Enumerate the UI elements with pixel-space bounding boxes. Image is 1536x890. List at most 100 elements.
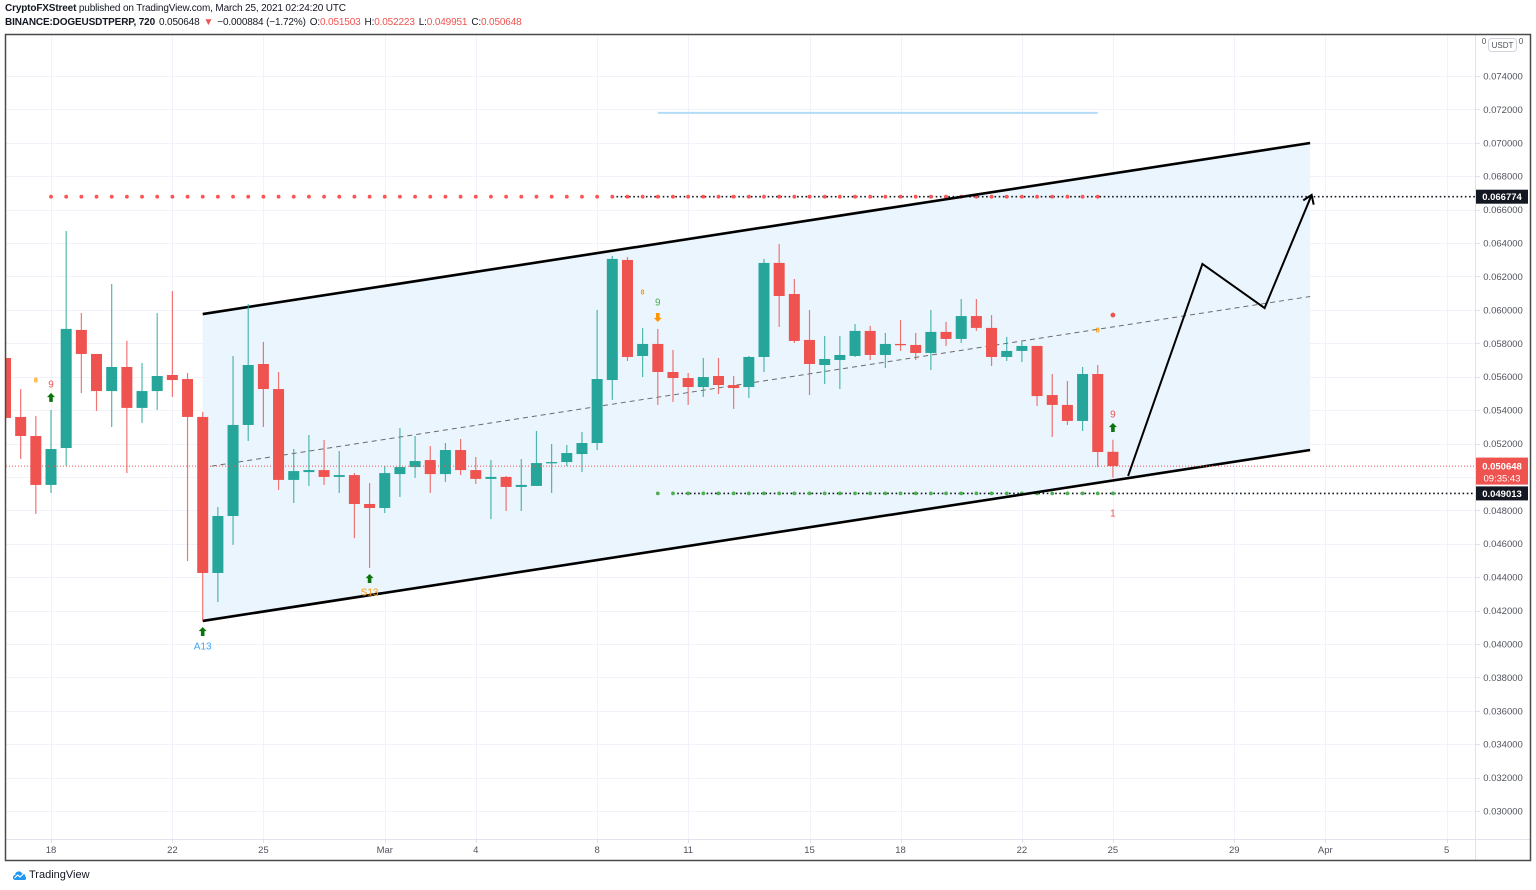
level-dot [837, 194, 842, 199]
channel-upper-line[interactable] [202, 141, 1311, 316]
level-dot [913, 194, 918, 199]
channel-median-dashed-line[interactable] [202, 296, 1311, 468]
candle-down [1046, 374, 1058, 437]
price-axis-label: 0.052000 [1483, 439, 1523, 450]
level-dot [200, 194, 205, 199]
marker-dot [1110, 312, 1116, 318]
level-dot [807, 491, 812, 496]
level-dot [625, 194, 630, 199]
candle-body [455, 450, 467, 471]
candle-down [1061, 381, 1073, 425]
level-dot [807, 194, 812, 199]
candle-up [879, 332, 891, 368]
candle-body [591, 379, 603, 444]
level-dot [170, 194, 175, 199]
level-dot [959, 491, 964, 496]
time-axis-label: 8 [594, 845, 599, 856]
marker-label: S13 [361, 588, 379, 599]
candle-body [1077, 374, 1089, 421]
currency-badge[interactable]: USDT 0 0 [1482, 37, 1524, 52]
candle-up [834, 335, 846, 390]
marker-label: 8 [1096, 327, 1100, 334]
level-dot [564, 194, 569, 199]
time-axis[interactable]: 18 22 25 Mar 4 8 11 15 18 22 25 29 Apr 5 [46, 840, 1450, 856]
candle-body [986, 327, 998, 357]
level-dot [671, 194, 675, 199]
candle-up [485, 460, 497, 520]
candle-body [106, 366, 118, 392]
resistance-dots[interactable] [49, 194, 1100, 199]
candle-body [621, 259, 633, 357]
candle-down [364, 482, 376, 568]
candle-up [45, 409, 57, 493]
price-axis[interactable]: 0.074000 0.072000 0.070000 0.068000 0.066000… [1476, 37, 1528, 818]
candle-body [136, 391, 148, 408]
price-axis-label: 0.056000 [1483, 372, 1523, 383]
level-dot [49, 194, 53, 199]
candle-body [91, 353, 103, 392]
plot-area[interactable]: 8 9 A13 S13 8 9 8 9 1 [0, 35, 1475, 839]
support-dots[interactable] [655, 491, 1115, 496]
level-dot [671, 491, 675, 496]
candle-down [6, 332, 11, 468]
candle-body [166, 375, 178, 381]
candle-up [409, 435, 421, 478]
candle-body [910, 344, 922, 353]
candle-down [621, 256, 633, 361]
level-dot [428, 194, 433, 199]
price-axis-label: 0.040000 [1483, 639, 1523, 650]
level-dot [398, 194, 402, 199]
candle-body [485, 476, 497, 479]
candle-body [409, 461, 421, 468]
candle-body [439, 450, 451, 475]
candle-body [773, 262, 785, 297]
candle-up [1001, 336, 1013, 361]
price-axis-label: 0.030000 [1483, 807, 1523, 818]
candle-up [303, 434, 315, 486]
candle-body [212, 516, 224, 573]
candle-body [1092, 374, 1104, 453]
projection-path[interactable] [1127, 194, 1313, 477]
level-dot [686, 491, 691, 496]
price-axis-label: 0.068000 [1483, 172, 1523, 183]
candle-body [348, 475, 360, 504]
candle-down [1031, 345, 1043, 406]
channel-lower-line[interactable] [202, 448, 1311, 623]
price-label-background [1476, 457, 1528, 485]
candle-down [1107, 439, 1119, 478]
level-dot [944, 194, 948, 199]
level-dot [185, 194, 190, 199]
author-name[interactable]: CryptoFXStreet [5, 3, 77, 14]
candle-down [910, 332, 922, 360]
level-dot [716, 194, 721, 199]
level-dot [64, 194, 69, 199]
level-dot [109, 194, 114, 199]
candle-body [530, 463, 542, 486]
candle-body [758, 262, 770, 357]
candle-down [895, 319, 907, 351]
marker-label: 9 [1110, 409, 1116, 420]
candle-body [227, 424, 239, 517]
candle-up [849, 324, 861, 357]
level-dot [473, 194, 478, 199]
price-axis-label: 0.070000 [1483, 138, 1523, 149]
level-dot [140, 194, 144, 199]
candle-up [1016, 341, 1028, 362]
candle-body [1107, 451, 1119, 467]
marker-label: 8 [641, 289, 645, 296]
candle-up [1077, 366, 1089, 431]
price-label-background [1476, 486, 1528, 501]
level-dot [458, 194, 463, 199]
tradingview-branding[interactable]: TradingView [13, 867, 90, 883]
candle-body [970, 316, 982, 328]
arrow-up-icon [365, 573, 374, 583]
symbol-title[interactable]: BINANCE:DOGEUSDTPERP, 720 [5, 17, 155, 28]
price-axis-label: 0.072000 [1483, 105, 1523, 116]
candle-body [546, 462, 558, 464]
price-label-box: 0.066774 [1476, 189, 1528, 204]
candle-down [75, 313, 87, 394]
candle-body [1001, 350, 1013, 357]
level-dot [413, 194, 417, 199]
arrow-up-icon [198, 626, 207, 636]
